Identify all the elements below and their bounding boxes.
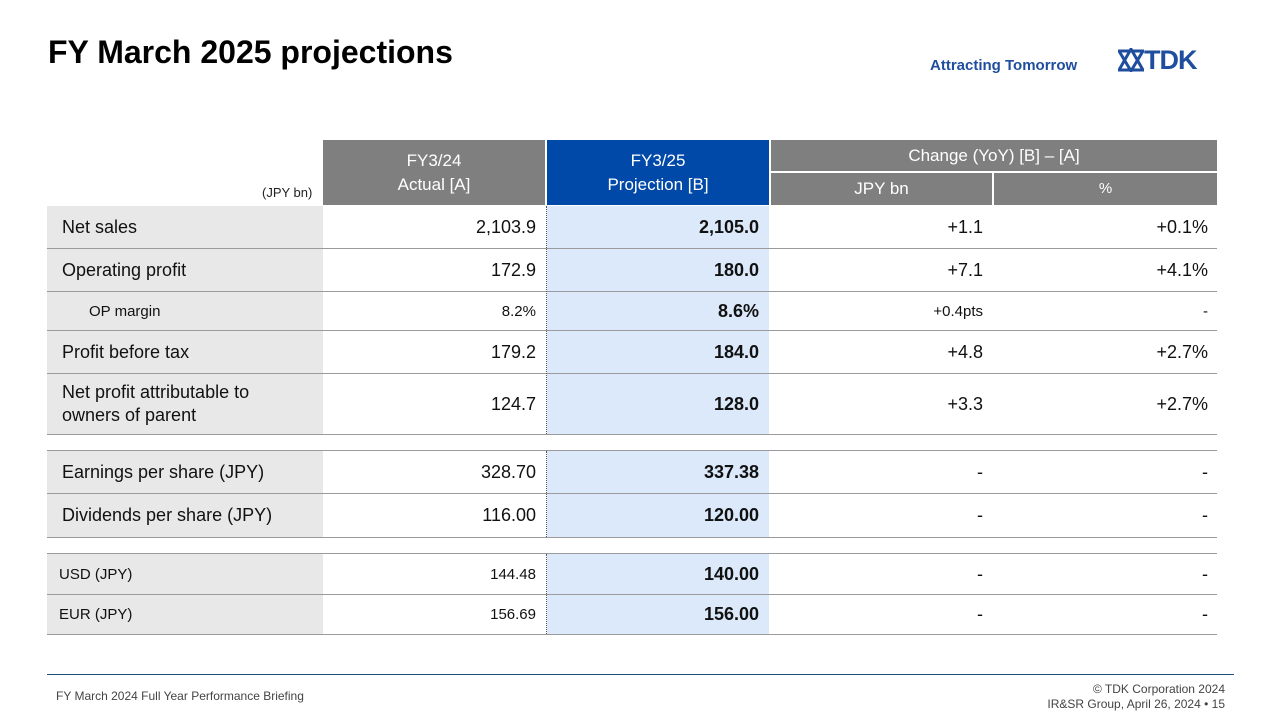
change-pct-value: - bbox=[1202, 505, 1208, 525]
projection-value: 2,105.0 bbox=[547, 206, 769, 248]
header-change-pct: % bbox=[994, 173, 1217, 205]
row-divider bbox=[47, 450, 1217, 451]
table-row-eur: EUR (JPY) 156.69 156.00 - - bbox=[47, 595, 1217, 634]
footer-copyright: © TDK Corporation 2024 bbox=[1092, 682, 1225, 696]
column-divider bbox=[546, 554, 548, 634]
table-row-net-profit: Net profit attributable to owners of par… bbox=[47, 374, 1217, 434]
change-pct-value: +2.7% bbox=[1156, 341, 1208, 362]
row-divider bbox=[47, 634, 1217, 635]
row-label: USD (JPY) bbox=[47, 554, 323, 594]
projection-value: 156.00 bbox=[547, 595, 769, 634]
table-row-dps: Dividends per share (JPY) 116.00 120.00 … bbox=[47, 494, 1217, 537]
change-jpy-value: - bbox=[977, 461, 983, 482]
projection-value: 128.0 bbox=[547, 374, 769, 434]
change-jpy-value: +7.1 bbox=[947, 259, 983, 280]
row-label: Net sales bbox=[47, 206, 323, 248]
unit-label: (JPY bn) bbox=[262, 185, 313, 200]
actual-value: 328.70 bbox=[480, 461, 536, 482]
page-title: FY March 2025 projections bbox=[48, 34, 453, 70]
actual-value: 116.00 bbox=[482, 505, 536, 525]
header-projection: FY3/25 Projection [B] bbox=[547, 140, 769, 205]
change-jpy-value: - bbox=[977, 604, 983, 624]
change-pct-value: - bbox=[1203, 302, 1208, 320]
row-divider bbox=[47, 434, 1217, 435]
change-pct-value: - bbox=[1202, 604, 1208, 624]
brand-tagline: Attracting Tomorrow bbox=[930, 57, 1078, 74]
footer-right: © TDK Corporation 2024 IR&SR Group, Apri… bbox=[1047, 682, 1225, 712]
projection-value: 337.38 bbox=[547, 451, 769, 493]
change-jpy-value: +1.1 bbox=[947, 216, 983, 237]
table-row-eps: Earnings per share (JPY) 328.70 337.38 -… bbox=[47, 451, 1217, 493]
actual-value: 179.2 bbox=[490, 341, 536, 362]
column-divider bbox=[546, 451, 548, 537]
row-label: Profit before tax bbox=[47, 331, 323, 373]
change-jpy-value: +3.3 bbox=[947, 393, 983, 414]
header-actual: FY3/24 Actual [A] bbox=[323, 140, 545, 205]
header-actual-year: FY3/24 bbox=[406, 150, 462, 170]
change-jpy-value: - bbox=[977, 563, 983, 584]
table-row-net-sales: Net sales 2,103.9 2,105.0 +1.1 +0.1% bbox=[47, 206, 1217, 248]
header-projection-label: Projection [B] bbox=[607, 174, 709, 194]
row-label: Operating profit bbox=[47, 249, 323, 291]
row-label: EUR (JPY) bbox=[47, 595, 323, 634]
footer-briefing-title: FY March 2024 Full Year Performance Brie… bbox=[56, 689, 304, 703]
footer-divider bbox=[47, 674, 1234, 675]
header-change-jpy: JPY bn bbox=[771, 173, 992, 205]
header-projection-year: FY3/25 bbox=[630, 150, 686, 170]
change-jpy-value: +0.4pts bbox=[933, 302, 983, 320]
actual-value: 144.48 bbox=[490, 565, 536, 583]
change-pct-value: +4.1% bbox=[1156, 259, 1208, 280]
tdk-logo: TDK bbox=[1118, 45, 1234, 75]
projection-value: 140.00 bbox=[547, 554, 769, 594]
table-row-op-margin: OP margin 8.2% 8.6% +0.4pts - bbox=[47, 292, 1217, 330]
row-divider bbox=[47, 373, 1217, 374]
projection-value: 184.0 bbox=[547, 331, 769, 373]
row-label: OP margin bbox=[47, 292, 323, 330]
actual-value: 156.69 bbox=[490, 606, 536, 623]
row-divider bbox=[47, 537, 1217, 538]
row-label: Net profit attributable to owners of par… bbox=[47, 374, 323, 434]
table-row-operating-profit: Operating profit 172.9 180.0 +7.1 +4.1% bbox=[47, 249, 1217, 291]
header-actual-label: Actual [A] bbox=[397, 174, 471, 194]
tdk-logo-mark-icon bbox=[1118, 48, 1144, 72]
actual-value: 2,103.9 bbox=[475, 216, 536, 237]
change-jpy-value: - bbox=[977, 505, 983, 525]
column-divider bbox=[546, 206, 548, 434]
row-divider bbox=[47, 291, 1217, 292]
row-divider bbox=[47, 553, 1217, 554]
projection-value: 8.6% bbox=[547, 292, 769, 330]
projection-value: 180.0 bbox=[547, 249, 769, 291]
actual-value: 8.2% bbox=[501, 302, 536, 320]
change-pct-value: +2.7% bbox=[1156, 393, 1208, 414]
projection-value: 120.00 bbox=[547, 494, 769, 537]
change-pct-value: +0.1% bbox=[1156, 216, 1208, 237]
row-label: Earnings per share (JPY) bbox=[47, 451, 323, 493]
footer-group-page: IR&SR Group, April 26, 2024 • 15 bbox=[1047, 697, 1225, 711]
actual-value: 124.7 bbox=[490, 393, 536, 414]
actual-value: 172.9 bbox=[490, 259, 536, 280]
row-label: Dividends per share (JPY) bbox=[47, 494, 323, 537]
table-row-usd: USD (JPY) 144.48 140.00 - - bbox=[47, 554, 1217, 594]
row-divider bbox=[47, 594, 1217, 595]
table-row-profit-before-tax: Profit before tax 179.2 184.0 +4.8 +2.7% bbox=[47, 331, 1217, 373]
row-divider bbox=[47, 330, 1217, 331]
row-divider bbox=[47, 493, 1217, 494]
logo-text: TDK bbox=[1144, 45, 1197, 75]
header-change: Change (YoY) [B] – [A] bbox=[771, 140, 1217, 171]
change-pct-value: - bbox=[1202, 461, 1208, 482]
change-jpy-value: +4.8 bbox=[947, 341, 983, 362]
row-divider bbox=[47, 248, 1217, 249]
change-pct-value: - bbox=[1202, 563, 1208, 584]
